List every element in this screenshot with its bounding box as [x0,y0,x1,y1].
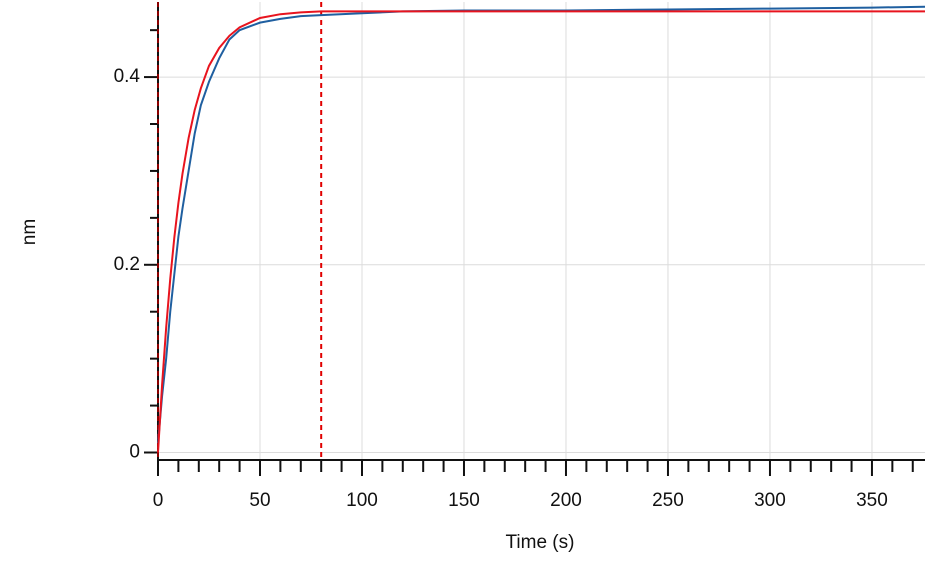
y-tick-label: 0.2 [114,254,140,275]
x-tick-label: 100 [346,490,378,511]
x-tick-label: 150 [448,490,480,511]
x-tick-label: 350 [856,490,888,511]
x-tick-label: 0 [153,490,164,511]
x-axis-label: Time (s) [506,532,575,553]
y-tick-label: 0 [129,442,140,463]
x-tick-label: 200 [550,490,582,511]
y-axis-label: nm [19,219,40,245]
y-tick-label: 0.4 [114,66,141,87]
x-tick-label: 300 [754,490,786,511]
x-tick-label: 50 [249,490,270,511]
data-line [157,5,926,444]
data-line [157,10,925,453]
x-tick-label: 250 [652,490,684,511]
